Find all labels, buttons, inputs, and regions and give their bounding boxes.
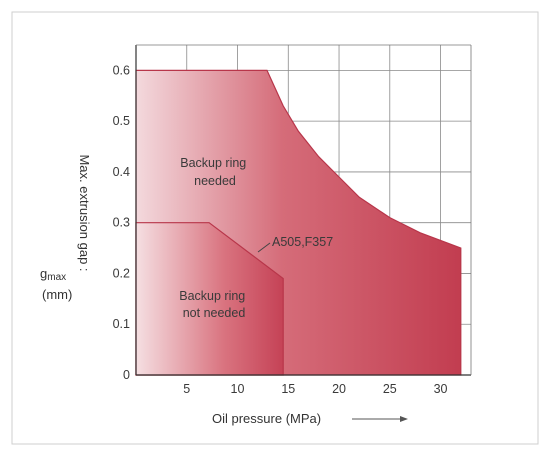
y-axis-symbol-subscript: max <box>47 272 66 283</box>
y-axis-symbol-g: g <box>40 266 47 281</box>
y-tick-label-1: 0.1 <box>113 317 130 331</box>
y-tick-label-0: 0 <box>123 368 130 382</box>
y-tick-label-6: 0.6 <box>113 63 130 77</box>
upper-region-label-line1: Backup ring <box>180 156 246 170</box>
x-tick-label-5: 5 <box>183 382 190 396</box>
x-tick-label-30: 30 <box>434 382 448 396</box>
upper-region-label: Backup ring needed <box>180 156 250 188</box>
annotation-a505-f357: A505,F357 <box>272 235 333 249</box>
x-axis-label: Oil pressure (MPa) <box>212 411 321 426</box>
x-tick-label-10: 10 <box>231 382 245 396</box>
x-tick-label-15: 15 <box>281 382 295 396</box>
y-axis-symbol: gmax <box>40 266 66 283</box>
y-axis-unit: (mm) <box>42 287 72 302</box>
x-axis-arrowhead <box>400 416 408 422</box>
y-axis-label: Max. extrusion gap : <box>77 154 92 271</box>
annotation-leader <box>257 242 271 253</box>
y-tick-label-2: 0.2 <box>113 266 130 280</box>
figure-border <box>11 11 539 445</box>
lower-region-label-line1: Backup ring <box>179 289 245 303</box>
y-tick-label-5: 0.5 <box>113 114 130 128</box>
upper-region-label-line2: needed <box>194 174 236 188</box>
y-tick-label-4: 0.4 <box>113 165 130 179</box>
x-tick-label-25: 25 <box>383 382 397 396</box>
y-tick-label-3: 0.3 <box>113 216 130 230</box>
y-tick-labels: 0 0.1 0.2 0.3 0.4 0.5 0.6 <box>113 63 130 382</box>
lower-region-label: Backup ring not needed <box>179 289 249 320</box>
lower-region-label-line2: not needed <box>183 306 246 320</box>
x-tick-label-20: 20 <box>332 382 346 396</box>
x-tick-labels: 5 10 15 20 25 30 <box>183 382 447 396</box>
axes <box>135 44 472 376</box>
